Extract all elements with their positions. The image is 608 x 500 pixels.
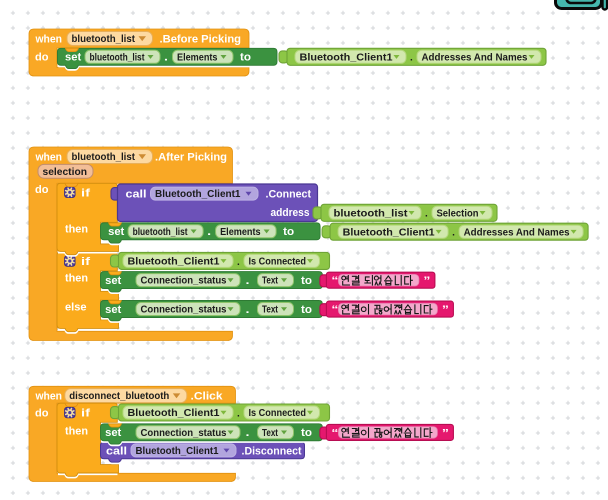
svg-text:Elements: Elements (177, 51, 218, 63)
svg-text:bluetooth_list: bluetooth_list (334, 207, 409, 219)
svg-text:Bluetooth_Client1: Bluetooth_Client1 (155, 188, 241, 200)
svg-text:.After Picking: .After Picking (155, 151, 227, 163)
svg-text:.: . (425, 209, 428, 220)
svg-text:set: set (108, 226, 125, 238)
svg-text:bluetooth_list: bluetooth_list (72, 151, 136, 163)
svg-text:call: call (106, 445, 127, 457)
svg-text:Bluetooth_Client1: Bluetooth_Client1 (300, 51, 393, 63)
svg-text:.Connect: .Connect (266, 189, 312, 201)
svg-text:.: . (410, 53, 413, 64)
svg-text:Connection_status: Connection_status (141, 275, 227, 287)
svg-text:to: to (301, 275, 312, 287)
svg-text:address: address (271, 207, 310, 219)
svg-text:to: to (240, 52, 251, 64)
svg-text:else: else (65, 301, 87, 313)
svg-text:if: if (81, 408, 90, 420)
svg-text:.: . (246, 427, 250, 439)
svg-text:Is Connected: Is Connected (249, 407, 307, 419)
svg-text:do: do (35, 184, 49, 196)
svg-text:call: call (126, 189, 147, 201)
svg-text:Elements: Elements (220, 226, 261, 238)
svg-text:Bluetooth_Client1: Bluetooth_Client1 (136, 445, 219, 457)
svg-text:Addresses And Names: Addresses And Names (464, 226, 570, 238)
svg-text:Connection_status: Connection_status (141, 304, 227, 316)
svg-text:“: “ (331, 275, 338, 287)
svg-text:Bluetooth_Client1: Bluetooth_Client1 (128, 256, 220, 268)
svg-text:when: when (35, 33, 63, 45)
svg-text:when: when (35, 151, 63, 163)
svg-text:do: do (35, 407, 49, 419)
svg-text:”: ” (442, 304, 449, 316)
svg-text:Connection_status: Connection_status (141, 427, 227, 439)
svg-text:Is Connected: Is Connected (249, 256, 307, 268)
svg-text:“: “ (331, 427, 338, 439)
svg-text:.Disconnect: .Disconnect (242, 445, 302, 457)
svg-text:if: if (81, 187, 90, 199)
svg-text:Text: Text (262, 275, 278, 287)
svg-text:do: do (35, 52, 49, 64)
svg-text:to: to (283, 226, 294, 238)
svg-text:Selection: Selection (437, 207, 479, 219)
svg-text:.Click: .Click (191, 391, 224, 403)
svg-text:Addresses And Names: Addresses And Names (422, 51, 528, 63)
svg-text:set: set (105, 427, 122, 439)
svg-text:Text: Text (262, 304, 278, 316)
svg-text:to: to (301, 304, 312, 316)
svg-text:.: . (164, 52, 168, 64)
svg-text:bluetooth_list: bluetooth_list (72, 33, 136, 45)
svg-text:then: then (65, 273, 88, 285)
svg-text:bluetooth_list: bluetooth_list (90, 51, 145, 63)
svg-text:Bluetooth_Client1: Bluetooth_Client1 (343, 226, 435, 238)
svg-text:set: set (105, 275, 122, 287)
svg-text:.: . (237, 408, 240, 419)
svg-text:.: . (246, 275, 250, 287)
svg-text:set: set (105, 304, 122, 316)
svg-text:.Before Picking: .Before Picking (160, 33, 242, 45)
svg-text:if: if (81, 256, 90, 268)
svg-text:.: . (237, 257, 240, 268)
svg-text:”: ” (423, 275, 430, 287)
svg-text:bluetooth_list: bluetooth_list (133, 226, 188, 238)
svg-text:set: set (65, 52, 82, 64)
svg-text:”: ” (442, 427, 449, 439)
svg-text:selection: selection (43, 166, 88, 178)
svg-text:when: when (35, 391, 63, 403)
svg-text:.: . (452, 228, 455, 239)
svg-text:Bluetooth_Client1: Bluetooth_Client1 (128, 407, 220, 419)
svg-text:disconnect_bluetooth: disconnect_bluetooth (69, 390, 169, 402)
svg-text:.: . (246, 304, 250, 316)
svg-text:then: then (65, 224, 88, 236)
svg-text:Text: Text (262, 427, 278, 439)
svg-text:to: to (301, 427, 312, 439)
svg-text:“: “ (331, 304, 338, 316)
svg-text:.: . (207, 226, 211, 238)
svg-text:then: then (65, 426, 88, 438)
